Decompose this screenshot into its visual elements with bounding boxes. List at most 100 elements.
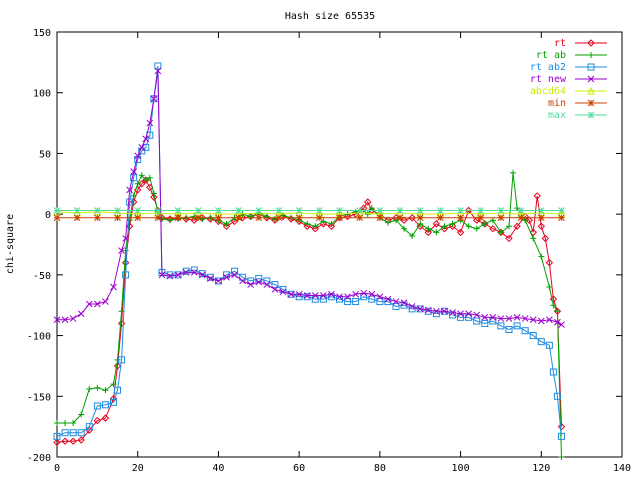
data-point (360, 289, 368, 297)
y-tick-label: -100 (27, 332, 51, 343)
data-point (558, 214, 565, 222)
x-tick-label: 60 (293, 463, 305, 474)
data-point (231, 271, 238, 279)
plot-frame (56, 31, 623, 458)
data-point (525, 216, 533, 224)
data-point (376, 293, 384, 301)
legend-marker (587, 86, 595, 95)
legend-label: abcd64 (530, 86, 566, 97)
data-point (537, 338, 545, 346)
data-point (114, 386, 122, 394)
data-point (517, 214, 525, 222)
legend-marker (587, 111, 595, 119)
data-point (247, 281, 255, 288)
data-point (271, 281, 279, 289)
data-point (489, 225, 497, 233)
legend-marker (587, 39, 595, 47)
data-point (114, 214, 121, 222)
data-point (505, 315, 513, 322)
data-point (497, 207, 505, 214)
data-point (198, 271, 206, 279)
data-point (122, 271, 130, 279)
data-point (558, 207, 565, 214)
data-point (166, 271, 174, 279)
data-point (110, 398, 117, 406)
data-point (315, 214, 323, 222)
x-tick-label: 120 (532, 463, 550, 474)
y-tick-label: 0 (45, 210, 51, 221)
data-point (376, 298, 384, 306)
data-point (54, 420, 60, 426)
data-point (546, 316, 553, 324)
x-tick-label: 20 (132, 463, 144, 474)
data-point (122, 247, 129, 254)
data-point (457, 207, 464, 214)
data-point (432, 220, 441, 228)
data-point (384, 295, 392, 303)
data-point (69, 315, 77, 322)
data-point (473, 225, 480, 232)
data-point (537, 317, 545, 325)
data-point (142, 177, 149, 184)
data-point (158, 216, 165, 222)
data-point (510, 169, 517, 176)
data-point (311, 225, 319, 233)
data-point (553, 392, 561, 400)
data-point (129, 198, 138, 206)
data-point (126, 186, 133, 194)
data-point (77, 436, 85, 444)
data-point (392, 302, 400, 310)
data-point (126, 198, 134, 206)
legend-marker (588, 52, 594, 58)
data-point (86, 386, 93, 392)
data-point (530, 235, 537, 242)
data-point (85, 300, 93, 308)
data-point (457, 310, 464, 318)
data-point (69, 429, 77, 437)
data-point (295, 290, 303, 298)
y-tick-label: -50 (33, 271, 51, 282)
data-point (315, 207, 323, 214)
data-point (154, 62, 162, 70)
data-point (287, 290, 295, 298)
data-point (376, 214, 384, 222)
data-point (364, 198, 372, 206)
data-point (247, 213, 254, 220)
data-point (130, 192, 137, 199)
data-point (441, 223, 448, 230)
legend-label: rt ab2 (530, 62, 566, 73)
data-point (77, 310, 85, 318)
plot-border (56, 31, 623, 458)
data-point (125, 222, 134, 230)
data-point (130, 174, 138, 182)
data-point (545, 259, 554, 267)
data-point (138, 144, 146, 151)
data-point (473, 311, 481, 319)
x-tick-label: 100 (452, 463, 470, 474)
data-point (174, 271, 182, 279)
data-point (513, 222, 521, 230)
data-point (396, 207, 404, 214)
series-max (53, 207, 565, 214)
data-point (279, 288, 287, 296)
data-point (121, 259, 130, 267)
data-point (194, 214, 202, 222)
data-point (146, 174, 153, 181)
data-point (199, 216, 206, 222)
data-point (505, 326, 513, 333)
data-point (182, 267, 190, 275)
data-point (235, 214, 242, 222)
data-point (521, 315, 529, 322)
data-point (424, 307, 432, 315)
data-point (62, 420, 69, 426)
data-point (517, 207, 525, 214)
data-point (537, 222, 545, 230)
data-point (271, 286, 279, 293)
data-point (408, 303, 416, 310)
data-point (235, 207, 242, 214)
data-point (134, 152, 142, 160)
data-point (94, 207, 101, 214)
data-point (416, 305, 424, 313)
data-point (263, 213, 270, 220)
